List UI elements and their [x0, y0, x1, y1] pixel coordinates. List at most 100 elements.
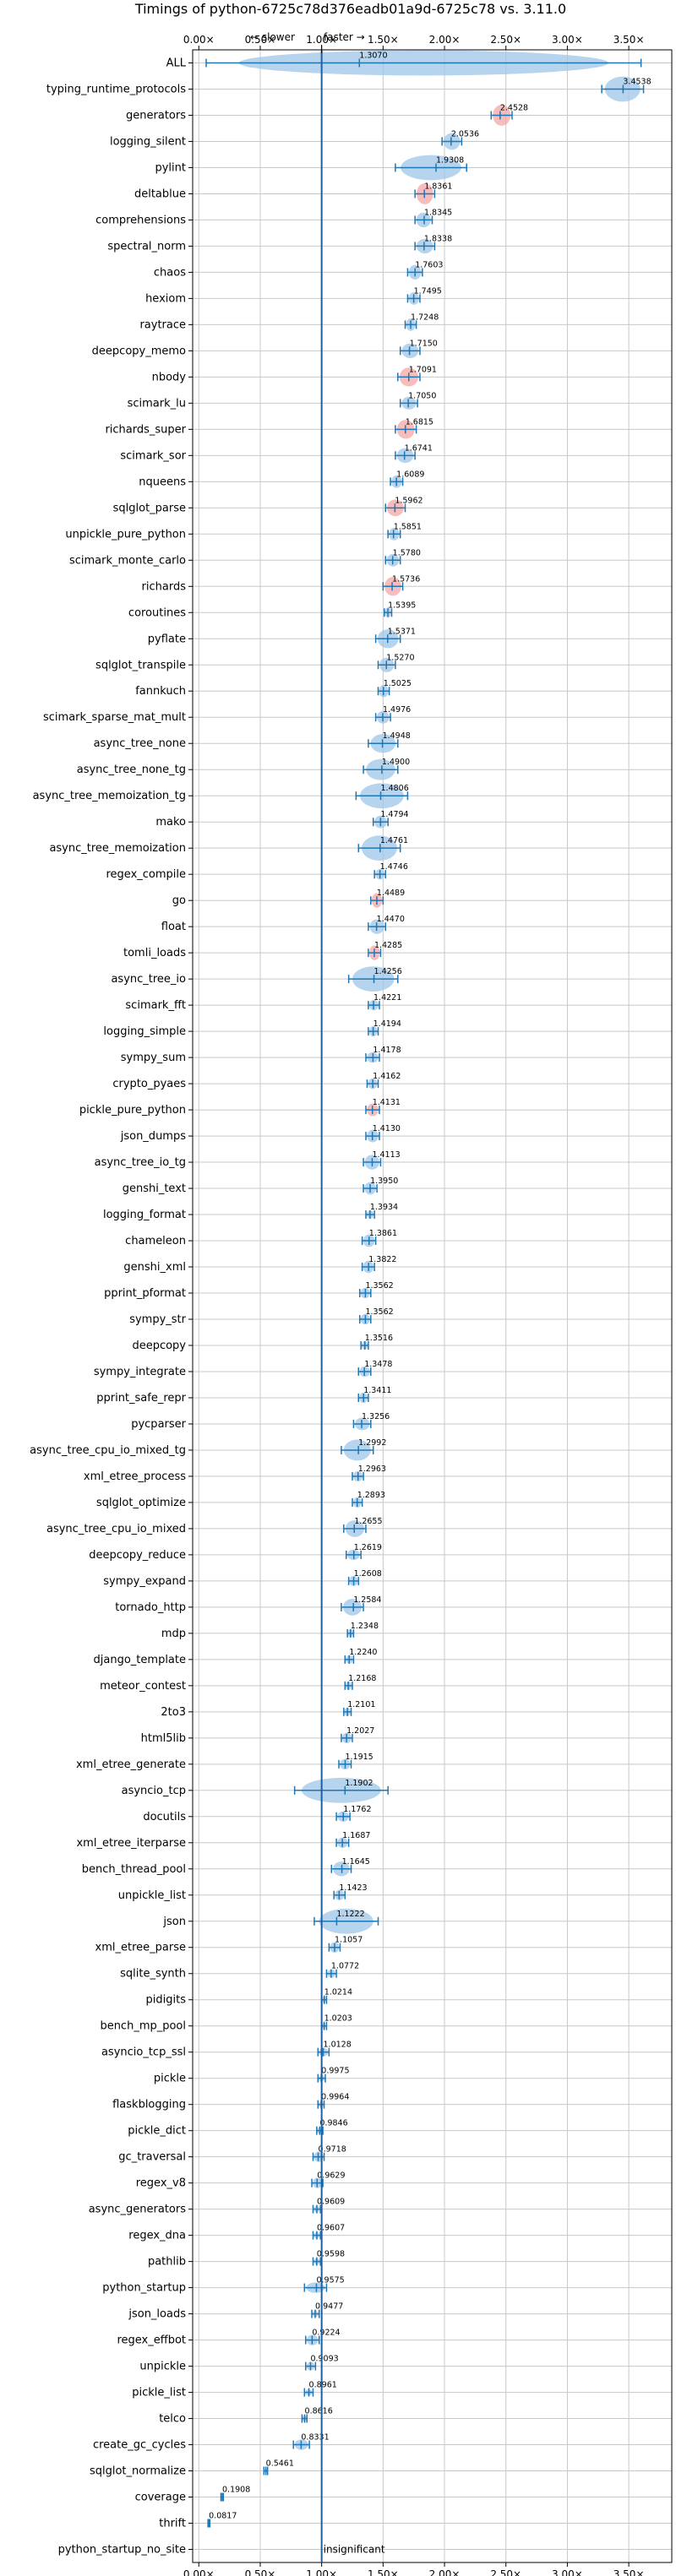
category-label: logging_format	[103, 1209, 186, 1221]
value-label: 1.2240	[349, 1648, 377, 1657]
value-label: 1.4162	[373, 1072, 401, 1081]
slower-annotation: ← slower	[250, 31, 295, 43]
category-label: 2to3	[161, 1706, 186, 1719]
value-label: 0.9224	[312, 2329, 340, 2338]
x-tick-label-bottom: 2.50×	[490, 2568, 521, 2576]
category-label: xml_etree_process	[84, 1470, 186, 1483]
value-label: 0.8961	[309, 2381, 337, 2390]
category-label: xml_etree_parse	[95, 1942, 186, 1954]
category-label: scimark_sor	[120, 449, 186, 462]
category-label: bench_thread_pool	[82, 1863, 186, 1876]
value-label: 1.6741	[405, 443, 433, 453]
value-label: 0.9575	[316, 2276, 344, 2285]
category-label: python_startup_no_site	[58, 2544, 186, 2557]
x-tick-label-top: 1.50×	[368, 34, 399, 46]
category-label: docutils	[143, 1811, 186, 1823]
value-label: 1.5962	[395, 496, 422, 505]
category-label: sqlite_synth	[120, 1968, 186, 1981]
category-label: generators	[126, 109, 186, 122]
x-tick-label-top: 2.50×	[490, 34, 521, 46]
category-label: coroutines	[128, 606, 186, 619]
value-label: 1.7150	[410, 339, 438, 348]
value-label: 0.0817	[209, 2512, 237, 2521]
value-label: 1.4489	[377, 889, 405, 898]
value-label: 0.9846	[319, 2119, 347, 2128]
value-label: 1.2619	[354, 1543, 382, 1552]
value-label: 1.3411	[363, 1386, 391, 1395]
category-label: async_tree_cpu_io_mixed_tg	[30, 1444, 186, 1457]
category-label: json_dumps	[120, 1130, 186, 1143]
value-label: 1.4285	[374, 941, 402, 950]
plot-frame	[192, 49, 673, 2563]
value-label: 3.4538	[623, 77, 651, 86]
value-label: 1.5780	[393, 548, 421, 557]
value-label: 1.2992	[358, 1438, 386, 1448]
value-label: 1.3070	[359, 51, 387, 60]
value-label: 1.3950	[370, 1177, 398, 1186]
category-label: sympy_str	[129, 1313, 186, 1326]
category-label: gc_traversal	[118, 2151, 186, 2164]
category-label: pidigits	[146, 1994, 187, 2007]
insignificant-label: insignificant	[324, 2544, 385, 2556]
category-label: meteor_contest	[100, 1680, 186, 1693]
category-label: mdp	[161, 1628, 186, 1640]
value-label: 1.2655	[354, 1517, 382, 1526]
value-label: 1.2584	[353, 1595, 381, 1605]
value-label: 1.5371	[388, 627, 416, 636]
value-label: 1.3934	[370, 1203, 398, 1212]
category-label: pprint_pformat	[104, 1287, 186, 1300]
category-label: scimark_fft	[125, 999, 186, 1012]
category-label: bench_mp_pool	[100, 2020, 186, 2033]
value-label: 1.2608	[354, 1569, 382, 1579]
value-label: 1.0128	[324, 2041, 352, 2050]
value-label: 1.5736	[392, 574, 420, 584]
value-label: 1.4806	[381, 784, 409, 793]
value-label: 1.3516	[365, 1334, 393, 1343]
value-label: 0.1908	[222, 2486, 250, 2495]
value-label: 0.8616	[305, 2407, 333, 2416]
category-label: nbody	[152, 371, 187, 383]
category-label: telco	[159, 2413, 186, 2426]
category-label: regex_effbot	[117, 2334, 186, 2347]
category-label: pprint_safe_repr	[96, 1392, 186, 1405]
value-label: 1.8338	[424, 234, 452, 243]
value-label: 1.1687	[342, 1831, 370, 1840]
value-label: 1.4221	[373, 993, 401, 1003]
category-label: deepcopy	[132, 1340, 186, 1352]
category-label: unpickle_pure_python	[65, 528, 186, 541]
value-label: 1.4761	[380, 836, 408, 845]
value-label: 1.2168	[348, 1674, 376, 1683]
value-label: 1.5395	[388, 601, 416, 610]
value-label: 1.3861	[369, 1229, 397, 1238]
value-label: 1.2963	[358, 1465, 386, 1474]
category-label: nqueens	[139, 476, 186, 488]
category-label: genshi_text	[123, 1182, 186, 1195]
x-tick-label-top: 0.00×	[183, 34, 215, 46]
category-label: typing_runtime_protocols	[46, 83, 186, 95]
category-label: json	[162, 1916, 186, 1928]
category-label: pylint	[155, 161, 186, 174]
value-label: 1.0214	[324, 1988, 352, 1997]
x-tick-label-bottom: 3.50×	[613, 2568, 645, 2576]
category-label: regex_compile	[106, 868, 186, 881]
value-label: 1.4131	[373, 1098, 401, 1107]
category-label: richards	[142, 580, 187, 593]
category-label: async_tree_io	[111, 973, 186, 986]
value-label: 1.3478	[364, 1360, 392, 1369]
value-label: 1.8345	[424, 208, 452, 217]
category-label: async_tree_cpu_io_mixed	[46, 1523, 186, 1535]
value-label: 1.1222	[336, 1910, 364, 1919]
x-tick-label-top: 1.00×	[306, 34, 337, 46]
value-label: 1.2893	[357, 1491, 385, 1500]
chart-title: Timings of python-6725c78d376eadb01a9d-6…	[134, 1, 566, 17]
category-label: ALL	[166, 57, 187, 69]
category-label: sqlglot_transpile	[95, 659, 186, 671]
value-label: 1.7091	[409, 365, 437, 374]
category-label: tornado_http	[115, 1601, 186, 1614]
category-label: logging_silent	[110, 135, 186, 148]
value-label: 1.2348	[351, 1622, 379, 1631]
category-label: xml_etree_iterparse	[76, 1837, 186, 1850]
value-label: 1.4976	[383, 705, 411, 715]
value-label: 1.4256	[374, 967, 402, 976]
value-label: 1.0772	[331, 1962, 359, 1971]
